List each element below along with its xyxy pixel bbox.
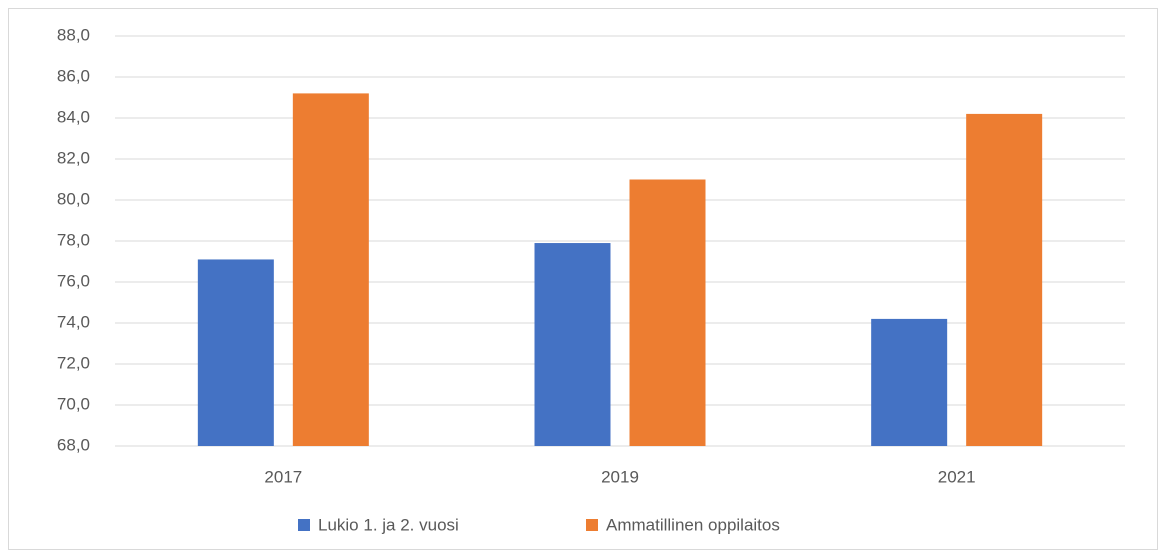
y-tick-label: 82,0: [57, 148, 90, 167]
legend-swatch: [586, 519, 598, 531]
y-tick-label: 68,0: [57, 435, 90, 454]
legend-label: Ammatillinen oppilaitos: [606, 515, 780, 534]
x-tick-label: 2019: [601, 467, 639, 486]
bar: [871, 318, 948, 446]
bar: [292, 93, 369, 447]
y-tick-label: 80,0: [57, 189, 90, 208]
legend-label: Lukio 1. ja 2. vuosi: [318, 515, 459, 534]
bar: [534, 243, 611, 446]
y-tick-label: 74,0: [57, 312, 90, 331]
y-tick-label: 84,0: [57, 107, 90, 126]
y-tick-label: 88,0: [57, 25, 90, 44]
y-tick-label: 70,0: [57, 394, 90, 413]
legend-swatch: [298, 519, 310, 531]
bar: [966, 113, 1043, 447]
y-tick-label: 86,0: [57, 66, 90, 85]
x-tick-label: 2017: [264, 467, 302, 486]
bar: [629, 179, 706, 446]
x-tick-label: 2021: [938, 467, 976, 486]
y-tick-label: 76,0: [57, 271, 90, 290]
y-tick-label: 78,0: [57, 230, 90, 249]
y-tick-label: 72,0: [57, 353, 90, 372]
bar: [197, 259, 274, 446]
